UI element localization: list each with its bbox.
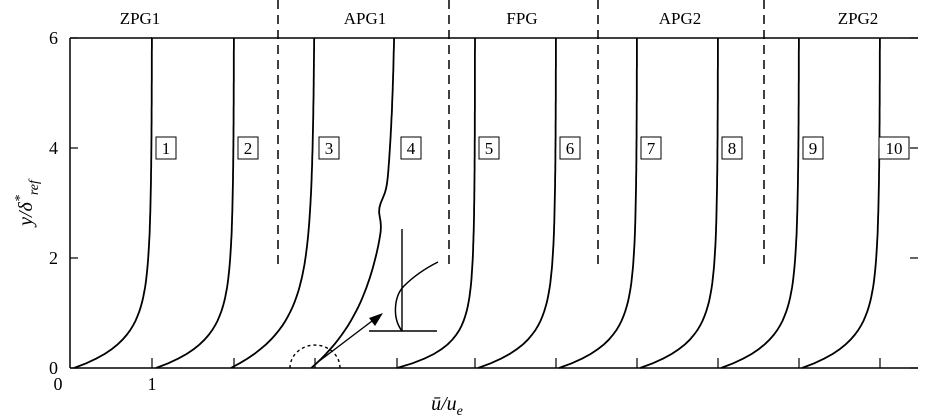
y-axis-label-sup: *: [13, 195, 28, 202]
x-axis-label: ū/ue: [431, 393, 463, 417]
velocity-profile-4: [310, 37, 395, 369]
station-label-10: 10: [886, 139, 903, 158]
region-dividers: [277, 0, 765, 267]
station-box-9: [802, 136, 824, 160]
station-label-6: 6: [566, 139, 575, 158]
separation-inset: [289, 229, 439, 369]
region-label-zpg2: ZPG2: [838, 9, 879, 28]
x-axis-label-sub: e: [457, 404, 463, 417]
station-box-4: [400, 136, 422, 160]
station-box-5: [478, 136, 500, 160]
velocity-profile-2: [155, 38, 235, 369]
station-box-7: [640, 136, 662, 160]
velocity-profile-7: [558, 38, 638, 369]
station-label-5: 5: [485, 139, 494, 158]
axis-labels: ū/ue y/δ*ref: [13, 178, 463, 417]
velocity-profile-5: [396, 38, 476, 369]
velocity-profile-9: [720, 38, 800, 369]
station-box-8: [721, 136, 743, 160]
y-tick-label: 0: [49, 358, 58, 378]
y-axis-label: y/δ*ref: [13, 178, 42, 228]
station-label-9: 9: [809, 139, 818, 158]
station-box-6: [559, 136, 581, 160]
inset-arrow-head: [369, 313, 383, 326]
y-axis-label-main: y/δ: [15, 201, 37, 227]
velocity-profile-3: [230, 37, 316, 369]
station-box-10: [878, 136, 910, 160]
station-label-3: 3: [325, 139, 334, 158]
separation-circle: [289, 344, 341, 369]
x-tick-label: 0: [54, 374, 63, 394]
station-labels: 1 2 3 4 5 6 7 8 9 10: [155, 136, 910, 160]
region-label-apg2: APG2: [659, 9, 702, 28]
region-label-apg1: APG1: [344, 9, 387, 28]
inset-arrow-shaft: [317, 317, 377, 363]
station-box-2: [237, 136, 259, 160]
station-label-2: 2: [244, 139, 253, 158]
region-label-fpg: FPG: [506, 9, 537, 28]
axes: 0 2 4 6 0 1: [49, 28, 918, 394]
station-box-1: [155, 136, 177, 160]
velocity-profile-6: [477, 38, 557, 369]
station-label-4: 4: [407, 139, 416, 158]
y-tick-label: 2: [49, 248, 58, 268]
station-label-1: 1: [162, 139, 171, 158]
y-tick-label: 6: [49, 28, 58, 48]
velocity-profile-8: [639, 38, 719, 369]
x-axis-label-main: ū/u: [431, 393, 457, 415]
region-label-zpg1: ZPG1: [120, 9, 161, 28]
station-box-3: [318, 136, 340, 160]
y-axis-label-sub: ref: [27, 178, 42, 195]
station-label-7: 7: [647, 139, 656, 158]
velocity-profiles: [73, 37, 881, 369]
y-tick-label: 4: [49, 138, 58, 158]
inset-reverse-profile: [394, 261, 439, 332]
velocity-profile-1: [73, 37, 153, 369]
region-labels: ZPG1 APG1 FPG APG2 ZPG2: [120, 9, 879, 28]
station-label-8: 8: [728, 139, 737, 158]
velocity-profile-10: [801, 38, 881, 369]
x-tick-label: 1: [148, 374, 157, 394]
